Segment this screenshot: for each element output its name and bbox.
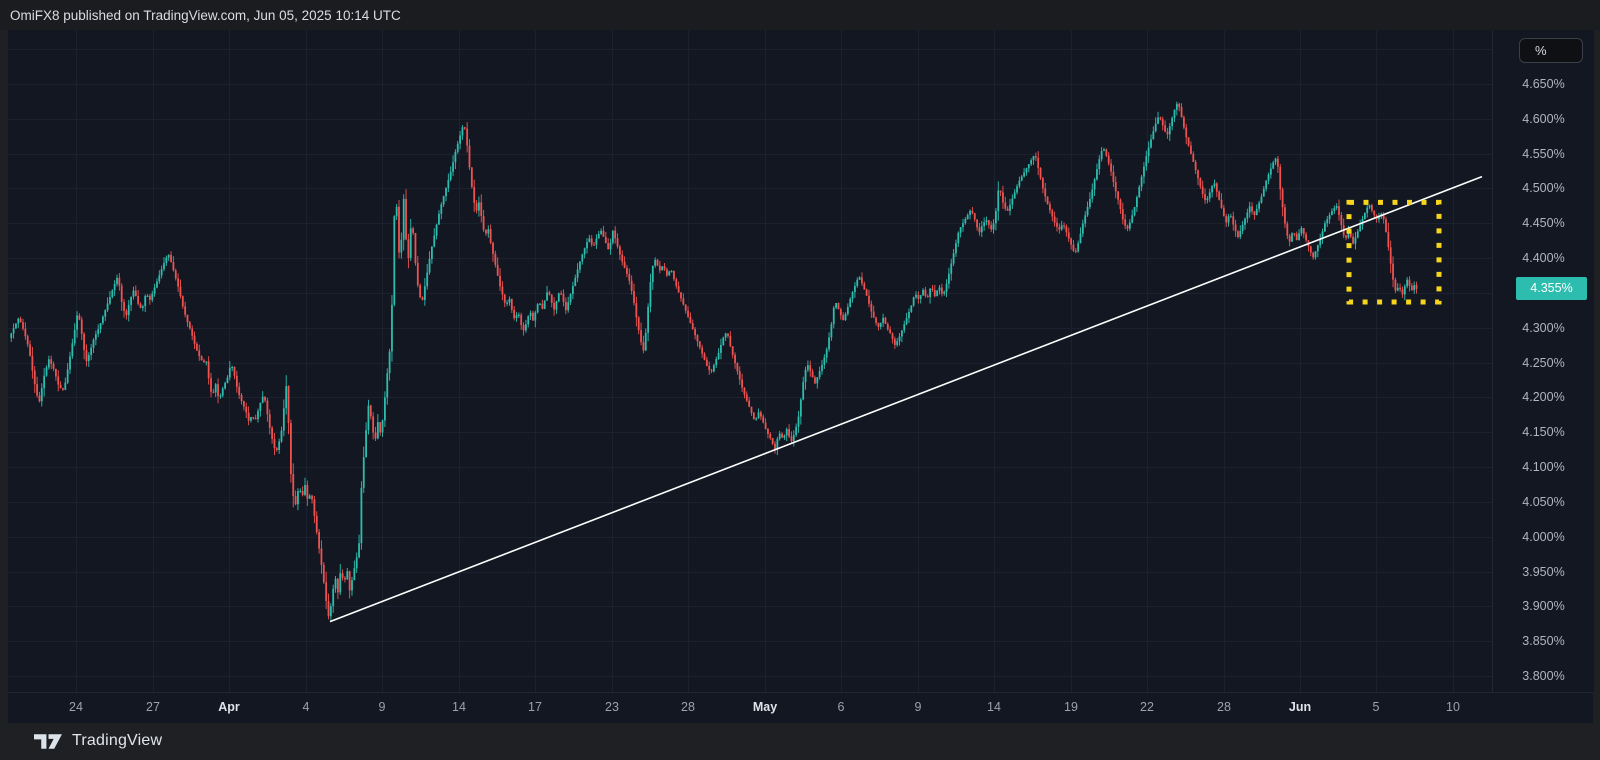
time-tick-label: 17	[528, 700, 542, 714]
price-tick-label: 4.250%	[1522, 355, 1565, 370]
price-tick-label: 4.150%	[1522, 425, 1565, 440]
percent-scale-button[interactable]: %	[1519, 38, 1583, 63]
price-tick-label: 4.300%	[1522, 320, 1565, 335]
price-tick-label: 4.550%	[1522, 146, 1565, 161]
time-tick-label: 28	[681, 700, 695, 714]
price-tick-label: 3.950%	[1522, 564, 1565, 579]
price-tick-label: 4.100%	[1522, 460, 1565, 475]
time-tick-label: Apr	[218, 700, 240, 714]
price-tick-label: 4.600%	[1522, 111, 1565, 126]
price-tick-label: 4.650%	[1522, 76, 1565, 91]
time-tick-label: 22	[1140, 700, 1154, 714]
price-tick-label: 3.800%	[1522, 668, 1565, 683]
time-tick-label: 28	[1217, 700, 1231, 714]
header: OmiFX8 published on TradingView.com, Jun…	[0, 0, 1600, 30]
time-tick-label: 9	[914, 700, 922, 714]
price-tick-label: 3.850%	[1522, 634, 1565, 649]
time-tick-label: 19	[1064, 700, 1078, 714]
time-tick-label: 10	[1446, 700, 1460, 714]
time-tick-label: 27	[146, 700, 160, 714]
last-price-label: 4.355%	[1516, 277, 1587, 301]
time-tick-label: 14	[987, 700, 1001, 714]
price-tick-label: 4.200%	[1522, 390, 1565, 405]
price-tick-label: 4.450%	[1522, 216, 1565, 231]
price-tick-label: 4.000%	[1522, 529, 1565, 544]
time-tick-label: May	[752, 700, 778, 714]
candlestick-chart-canvas[interactable]	[8, 30, 1492, 692]
time-tick-label: Jun	[1288, 700, 1312, 714]
time-tick-label: 9	[378, 700, 386, 714]
header-title: OmiFX8 published on TradingView.com, Jun…	[10, 8, 401, 23]
footer: TradingView	[0, 722, 1600, 760]
time-tick-label: 4	[302, 700, 310, 714]
time-tick-label: 14	[452, 700, 466, 714]
tradingview-logo-icon[interactable]	[34, 733, 63, 750]
price-tick-label: 4.050%	[1522, 494, 1565, 509]
price-axis[interactable]: % 4.355% 4.650% 4.600% 4.550% 4.500% 4.450% 4…	[1492, 30, 1594, 692]
price-tick-label: 4.500%	[1522, 181, 1565, 196]
time-tick-label: 5	[1372, 700, 1380, 714]
price-tick-label: 3.900%	[1522, 599, 1565, 614]
time-tick-label: 23	[605, 700, 619, 714]
time-tick-label: 6	[837, 700, 845, 714]
chart-widget: % 4.355% 4.650% 4.600% 4.550% 4.500% 4.450% 4…	[8, 30, 1594, 723]
price-tick-label: 4.400%	[1522, 251, 1565, 266]
brand-name[interactable]: TradingView	[72, 732, 163, 749]
time-axis[interactable]: 24 27 Apr 4 9 14 17 23 28 May 6 9 14 19 22 28 Jun 5 10	[8, 692, 1593, 723]
time-tick-label: 24	[69, 700, 83, 714]
